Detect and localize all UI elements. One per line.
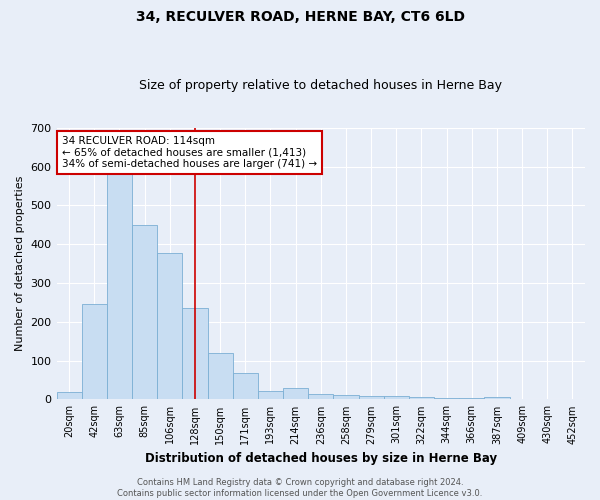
- Bar: [208, 353, 233, 400]
- Title: Size of property relative to detached houses in Herne Bay: Size of property relative to detached ho…: [139, 79, 502, 92]
- X-axis label: Distribution of detached houses by size in Herne Bay: Distribution of detached houses by size …: [145, 452, 497, 465]
- Bar: [283, 388, 308, 400]
- Bar: [157, 253, 182, 400]
- Bar: [233, 373, 258, 400]
- Bar: [308, 394, 334, 400]
- Bar: [459, 398, 484, 400]
- Bar: [334, 395, 359, 400]
- Bar: [434, 398, 459, 400]
- Bar: [484, 396, 509, 400]
- Text: 34, RECULVER ROAD, HERNE BAY, CT6 6LD: 34, RECULVER ROAD, HERNE BAY, CT6 6LD: [136, 10, 464, 24]
- Text: 34 RECULVER ROAD: 114sqm
← 65% of detached houses are smaller (1,413)
34% of sem: 34 RECULVER ROAD: 114sqm ← 65% of detach…: [62, 136, 317, 169]
- Bar: [56, 392, 82, 400]
- Bar: [409, 396, 434, 400]
- Bar: [182, 308, 208, 400]
- Bar: [383, 396, 409, 400]
- Text: Contains HM Land Registry data © Crown copyright and database right 2024.
Contai: Contains HM Land Registry data © Crown c…: [118, 478, 482, 498]
- Bar: [258, 391, 283, 400]
- Bar: [359, 396, 383, 400]
- Y-axis label: Number of detached properties: Number of detached properties: [15, 176, 25, 352]
- Bar: [132, 225, 157, 400]
- Bar: [82, 304, 107, 400]
- Bar: [107, 170, 132, 400]
